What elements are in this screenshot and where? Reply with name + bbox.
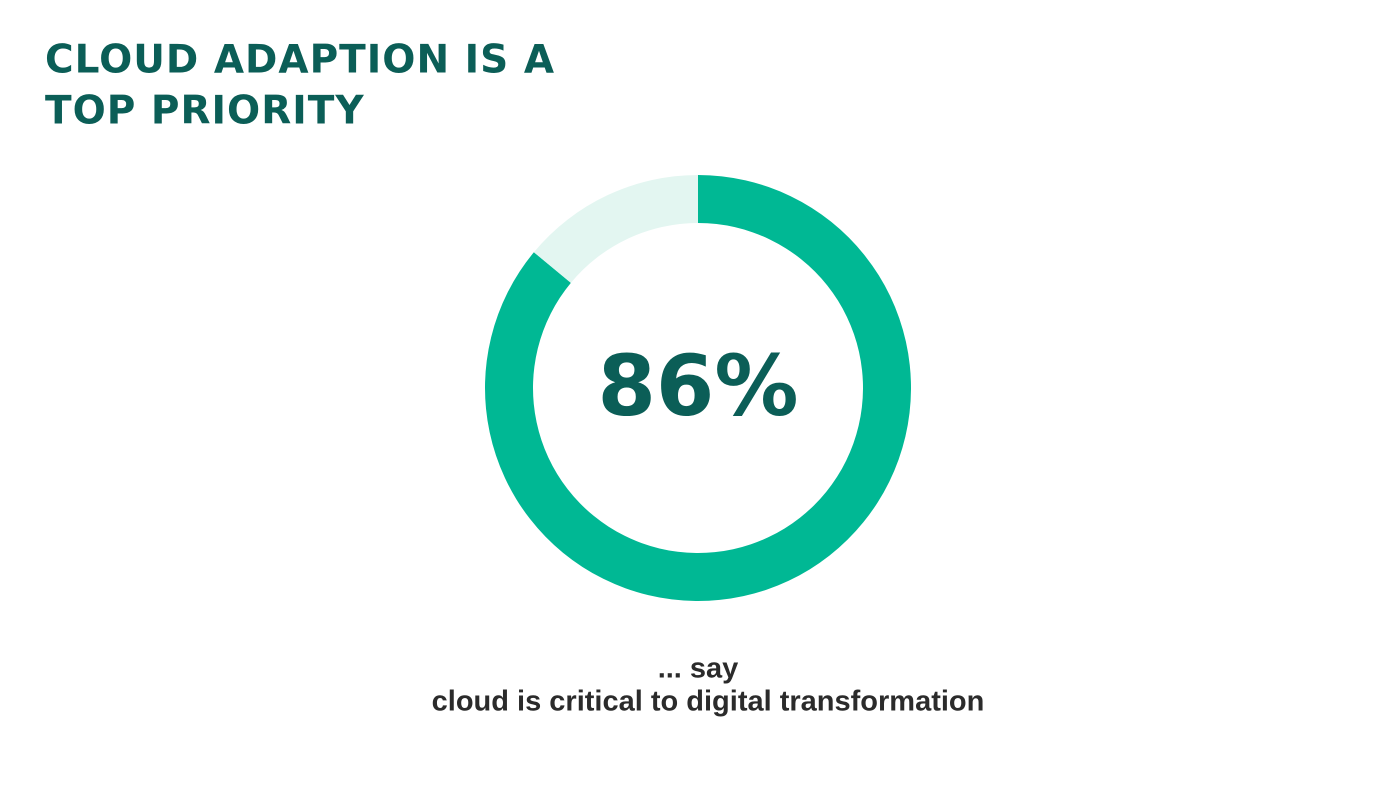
donut-segment [533, 175, 698, 283]
caption: ... say [658, 653, 739, 685]
chart-title: CLOUD ADAPTION IS A [45, 38, 555, 83]
center-value-label: 86% [597, 337, 798, 435]
chart-title: TOP PRIORITY [45, 89, 365, 134]
caption: cloud is critical to digital transformat… [432, 686, 985, 718]
